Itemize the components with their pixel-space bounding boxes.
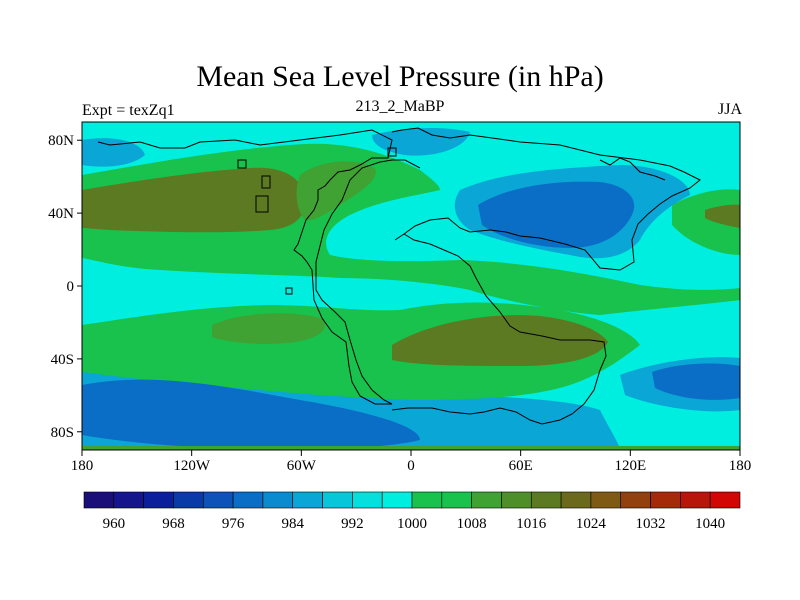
colorbar-swatch bbox=[232, 491, 264, 509]
coastline-east-islands bbox=[599, 157, 666, 181]
coastline-europe-asia bbox=[391, 127, 701, 271]
colorbar-swatch bbox=[352, 491, 383, 509]
y-tick-label: 40N bbox=[48, 206, 74, 222]
coastline-americas bbox=[97, 129, 421, 405]
period-label: 213_2_MaBP bbox=[355, 98, 445, 115]
region-south-indian-high bbox=[392, 315, 608, 366]
colorbar-swatch bbox=[202, 491, 234, 509]
colorbar-swatch bbox=[501, 491, 532, 509]
colorbar-swatch bbox=[680, 491, 711, 509]
colorbar-label: 1000 bbox=[397, 516, 427, 532]
region-eurasian-low-core bbox=[478, 181, 635, 248]
region-arctic-low-west bbox=[82, 138, 145, 167]
y-axis: 80N 40N 0 40S 80S bbox=[48, 133, 82, 441]
colorbar-swatch bbox=[381, 491, 413, 509]
coastline-islands bbox=[237, 147, 397, 295]
colorbar-swatch bbox=[411, 491, 443, 509]
chart-title: Mean Sea Level Pressure (in hPa) bbox=[196, 60, 604, 93]
x-tick-label: 0 bbox=[407, 458, 415, 474]
colorbar-label: 1016 bbox=[516, 516, 547, 532]
region-southern-ocean-low bbox=[82, 379, 420, 450]
region-southern-ocean-low-east bbox=[652, 363, 740, 400]
colorbar-label: 960 bbox=[103, 516, 126, 532]
colorbar-swatch bbox=[83, 491, 115, 509]
colorbar-swatch bbox=[560, 491, 592, 509]
x-tick-label: 180 bbox=[729, 458, 752, 474]
colorbar-swatch bbox=[143, 491, 174, 509]
colorbar-label: 992 bbox=[341, 516, 364, 532]
colorbar-swatch bbox=[471, 491, 502, 509]
y-tick-label: 40S bbox=[51, 352, 74, 368]
x-axis: 180 120W 60W 0 60E 120E 180 bbox=[71, 450, 752, 474]
colorbar-swatch bbox=[322, 491, 353, 509]
colorbar-label: 976 bbox=[222, 516, 245, 532]
y-tick-label: 80S bbox=[51, 425, 74, 441]
x-tick-label: 60W bbox=[287, 458, 317, 474]
x-tick-label: 120E bbox=[614, 458, 646, 474]
region-south-pacific-high bbox=[212, 313, 326, 344]
coastlines bbox=[97, 127, 701, 425]
colorbar-label: 984 bbox=[281, 516, 304, 532]
x-tick-label: 60E bbox=[509, 458, 533, 474]
region-north-atlantic-high bbox=[296, 161, 376, 221]
map-field bbox=[82, 122, 740, 450]
x-tick-label: 180 bbox=[71, 458, 94, 474]
colorbar-swatch bbox=[262, 491, 294, 509]
colorbar-swatch bbox=[590, 491, 622, 509]
y-tick-label: 0 bbox=[67, 279, 75, 295]
y-tick-label: 80N bbox=[48, 133, 74, 149]
colorbar-label: 1032 bbox=[636, 516, 666, 532]
season-label: JJA bbox=[717, 101, 742, 118]
colorbar-swatch bbox=[173, 491, 204, 509]
coastline-africa bbox=[391, 233, 607, 425]
colorbar-swatch bbox=[650, 491, 681, 509]
colorbar-label: 968 bbox=[162, 516, 185, 532]
colorbar: 960 968 976 984 992 1000 1008 1016 1024 1032 1040 bbox=[83, 491, 741, 532]
colorbar-label: 1008 bbox=[457, 516, 487, 532]
experiment-label: Expt = texZq1 bbox=[82, 102, 175, 119]
colorbar-label: 1024 bbox=[576, 516, 607, 532]
colorbar-swatch bbox=[113, 491, 144, 509]
colorbar-label: 1040 bbox=[695, 516, 725, 532]
x-tick-label: 120W bbox=[173, 458, 211, 474]
region-north-pacific-high bbox=[82, 167, 306, 233]
colorbar-swatch bbox=[530, 491, 562, 509]
region-eastern-high bbox=[705, 204, 740, 228]
colorbar-swatch bbox=[709, 491, 741, 509]
colorbar-swatch bbox=[441, 491, 472, 509]
region-antarctic-surface bbox=[82, 446, 740, 450]
colorbar-swatch bbox=[620, 491, 651, 509]
colorbar-swatch bbox=[292, 491, 323, 509]
